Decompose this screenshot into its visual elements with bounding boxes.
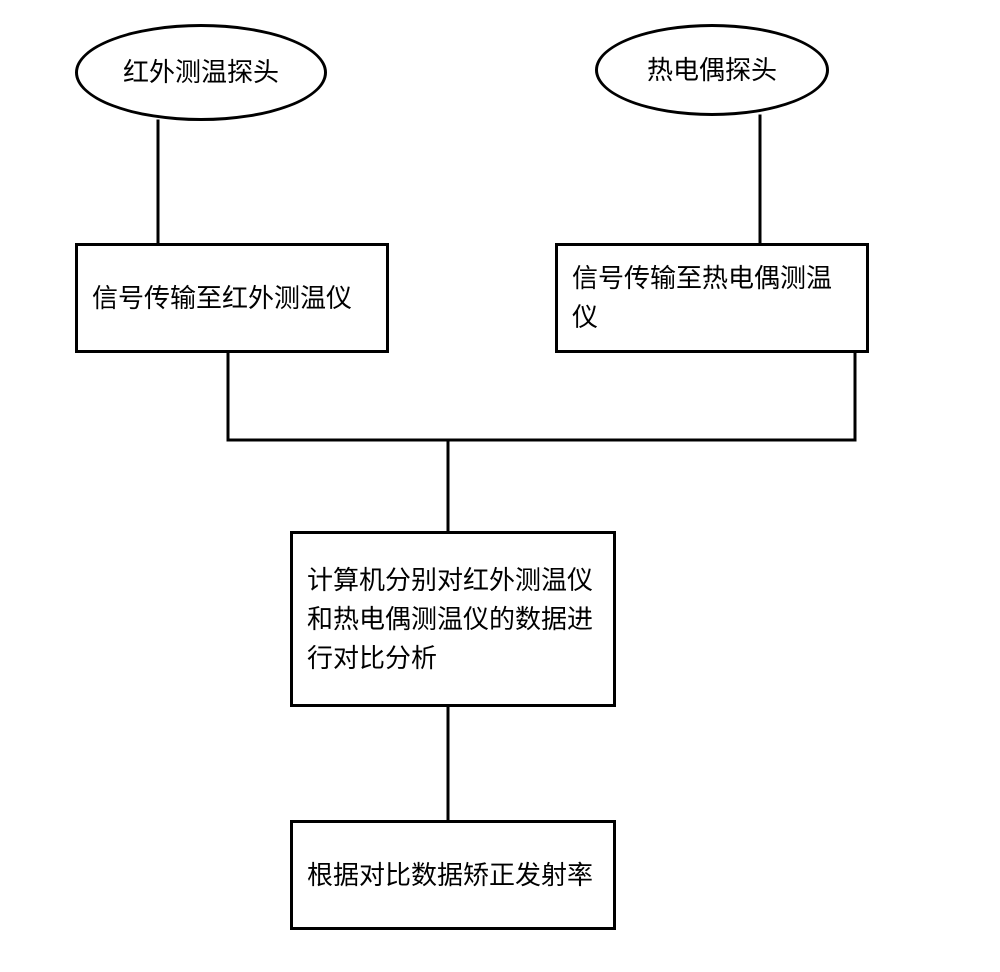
flowchart-canvas: 红外测温探头 热电偶探头 信号传输至红外测温仪 信号传输至热电偶测温仪 计算机分… [0,0,1000,972]
node-emissivity-correction: 根据对比数据矫正发射率 [290,820,616,930]
node-thermocouple-signal: 信号传输至热电偶测温仪 [555,243,869,353]
node-infrared-signal: 信号传输至红外测温仪 [75,243,389,353]
node-thermocouple-probe: 热电偶探头 [595,24,829,116]
node-infrared-probe: 红外测温探头 [75,24,327,121]
node-computer-analysis: 计算机分别对红外测温仪和热电偶测温仪的数据进行对比分析 [290,531,616,707]
